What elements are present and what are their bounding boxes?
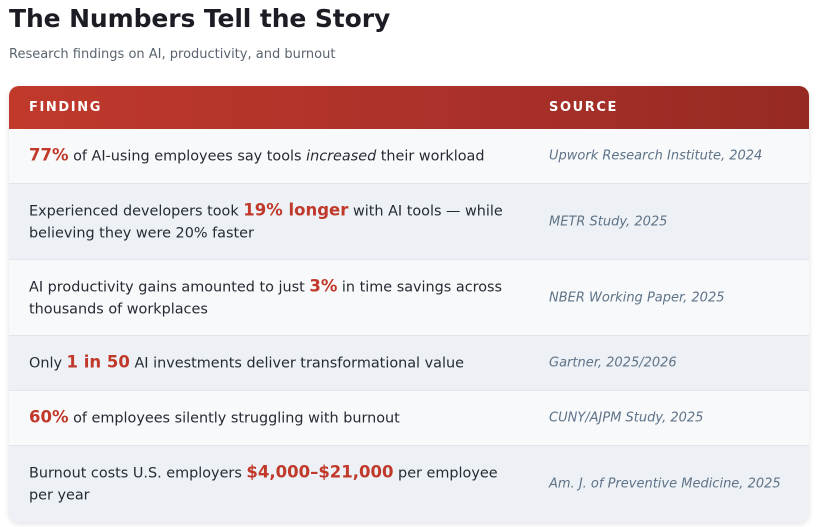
findings-table: FINDING SOURCE 77% of AI-using employees…	[9, 86, 809, 522]
finding-text-end: their workload	[376, 148, 485, 165]
finding-cell: Only 1 in 50 AI investments deliver tran…	[29, 352, 519, 375]
source-cell: Am. J. of Preventive Medicine, 2025	[549, 476, 781, 492]
finding-cell: 60% of employees silently struggling wit…	[29, 407, 519, 430]
finding-text: AI productivity gains amounted to just	[29, 279, 310, 295]
column-header-source: SOURCE	[549, 100, 619, 115]
finding-text: Experienced developers took	[29, 203, 244, 219]
table-row: 77% of AI-using employees say tools incr…	[9, 129, 809, 184]
finding-text-end: per employee per year	[29, 465, 498, 504]
table-row: AI productivity gains amounted to just 3…	[9, 260, 809, 336]
finding-cell: 77% of AI-using employees say tools incr…	[29, 145, 519, 168]
finding-text-end: in time savings across thousands of work…	[29, 279, 503, 317]
table-row: 60% of employees silently struggling wit…	[9, 391, 809, 446]
finding-text: of AI-using employees say tools	[68, 148, 307, 165]
table-row: Experienced developers took 19% longer w…	[9, 184, 809, 260]
finding-text: Only	[29, 355, 67, 372]
finding-cell: Burnout costs U.S. employers $4,000–$21,…	[29, 462, 519, 507]
finding-text-end: AI investments deliver transformational …	[129, 355, 464, 372]
finding-highlight: $4,000–$21,000	[246, 462, 394, 482]
finding-highlight: 77%	[29, 145, 69, 165]
source-cell: Gartner, 2025/2026	[549, 355, 677, 371]
finding-emphasis: increased	[306, 148, 377, 165]
table-header: FINDING SOURCE	[9, 86, 809, 129]
table-row: Burnout costs U.S. employers $4,000–$21,…	[9, 446, 809, 522]
column-header-finding: FINDING	[29, 100, 102, 115]
finding-highlight: 1 in 50	[66, 352, 130, 372]
page-subtitle: Research findings on AI, productivity, a…	[9, 47, 336, 62]
finding-highlight: 19% longer	[243, 200, 349, 219]
finding-text-end: with AI tools — while believing they wer…	[29, 203, 503, 241]
finding-highlight: 60%	[29, 407, 69, 427]
finding-text-end: of employees silently struggling with bu…	[68, 410, 400, 427]
source-cell: CUNY/AJPM Study, 2025	[549, 410, 704, 426]
finding-cell: AI productivity gains amounted to just 3…	[29, 275, 519, 320]
source-cell: NBER Working Paper, 2025	[549, 290, 725, 305]
page-title: The Numbers Tell the Story	[9, 4, 391, 33]
source-cell: Upwork Research Institute, 2024	[549, 148, 763, 164]
finding-cell: Experienced developers took 19% longer w…	[29, 199, 519, 244]
source-cell: METR Study, 2025	[549, 214, 668, 229]
finding-highlight: 3%	[309, 276, 338, 295]
table-row: Only 1 in 50 AI investments deliver tran…	[9, 336, 809, 391]
finding-text: Burnout costs U.S. employers	[29, 465, 247, 482]
